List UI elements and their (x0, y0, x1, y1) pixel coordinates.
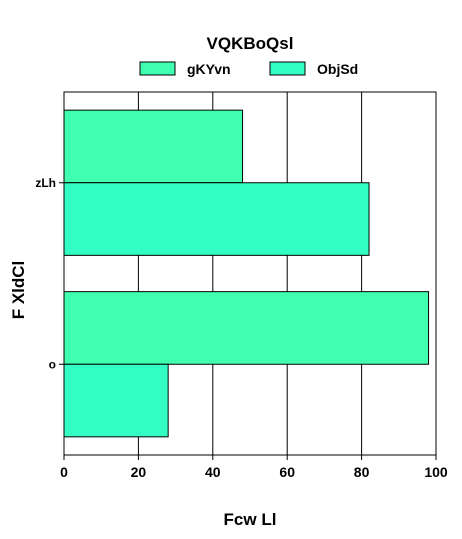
legend: gKYvn ObjSd (140, 61, 358, 77)
bar-gKYvn-zLh (64, 110, 243, 183)
x-tick-label-100: 100 (424, 464, 448, 480)
bar-gKYvn-o (64, 292, 429, 365)
x-tick-label-60: 60 (279, 464, 295, 480)
legend-label-objsd: ObjSd (317, 61, 358, 77)
bar-ObjSd-zLh (64, 183, 369, 256)
y-axis-label: F XldCl (9, 261, 28, 320)
chart-title: VQKBoQsl (207, 34, 294, 53)
y-axis-categories: zLh o (35, 176, 64, 372)
bars (64, 110, 429, 437)
x-tick-label-20: 20 (131, 464, 147, 480)
y-tick-label-zLh: zLh (35, 176, 56, 190)
x-axis-label: Fcw Ll (224, 510, 277, 529)
x-axis-ticks: 0 20 40 60 80 100 (60, 455, 448, 480)
x-tick-label-0: 0 (60, 464, 68, 480)
legend-swatch-objsd (270, 62, 305, 75)
x-tick-label-80: 80 (354, 464, 370, 480)
legend-label-gkyvn: gKYvn (187, 61, 231, 77)
bar-ObjSd-o (64, 364, 168, 437)
x-tick-label-40: 40 (205, 464, 221, 480)
legend-swatch-gkyvn (140, 62, 175, 75)
y-tick-label-o: o (49, 357, 56, 371)
